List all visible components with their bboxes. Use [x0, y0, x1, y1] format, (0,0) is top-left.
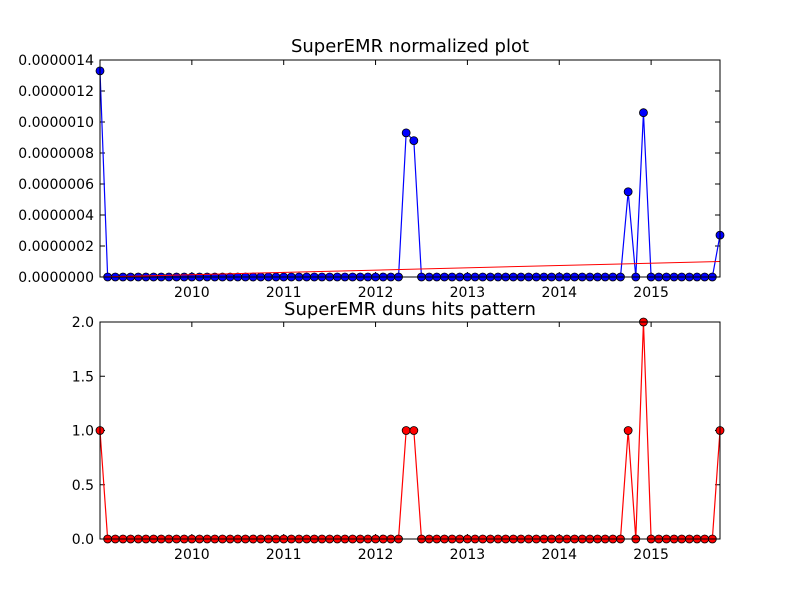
trend-line — [99, 261, 721, 278]
x-tick-label: 2011 — [266, 285, 302, 301]
plot-area-border — [99, 59, 721, 278]
chart-title: SuperEMR normalized plot — [291, 36, 529, 57]
y-tick-label: 0.5 — [72, 478, 94, 494]
plot-area-frame — [99, 59, 721, 278]
data-point — [623, 187, 633, 197]
plot-area-border — [99, 321, 721, 540]
data-point — [409, 136, 419, 146]
x-tick-label: 2015 — [633, 547, 669, 563]
y-tick-label: 2.0 — [72, 315, 94, 331]
x-tick-label: 2013 — [450, 285, 486, 301]
y-tick-label: 0.0000008 — [18, 146, 94, 162]
data-point — [409, 426, 419, 435]
x-tick-label: 2010 — [174, 547, 210, 563]
x-tick-label: 2014 — [541, 547, 577, 563]
series-line — [99, 70, 721, 278]
y-tick-label: 0.0000010 — [18, 115, 94, 131]
y-tick-label: 1.5 — [72, 369, 94, 385]
chart-normalized-plot: SuperEMR normalized plot 0.0000000 0.0000… — [18, 36, 725, 301]
data-point — [639, 108, 648, 118]
x-tick-label: 2014 — [541, 285, 577, 301]
x-tick-label: 2011 — [266, 547, 302, 563]
y-tick-label: 0.0000000 — [18, 270, 94, 286]
x-tick-label: 2012 — [358, 285, 394, 301]
data-point — [623, 426, 633, 435]
y-tick-label: 0.0000004 — [18, 208, 94, 224]
data-point — [401, 426, 411, 435]
y-tick-label: 0.0000012 — [18, 84, 94, 100]
x-tick-label: 2015 — [633, 285, 669, 301]
y-tick-label: 1.0 — [72, 424, 94, 440]
y-tick-label: 0.0000002 — [18, 239, 94, 255]
y-tick-label: 0.0000014 — [18, 53, 94, 69]
x-tick-label: 2013 — [450, 547, 486, 563]
y-tick-label: 0.0 — [72, 532, 94, 548]
chart-title: SuperEMR duns hits pattern — [284, 299, 536, 320]
x-tick-label: 2012 — [358, 547, 394, 563]
x-tick-label: 2010 — [174, 285, 210, 301]
chart-duns-hits-pattern: SuperEMR duns hits pattern 0.0 0.5 1.0 1.5 2… — [72, 299, 725, 563]
data-point — [401, 128, 411, 138]
y-tick-label: 0.0000006 — [18, 177, 94, 193]
